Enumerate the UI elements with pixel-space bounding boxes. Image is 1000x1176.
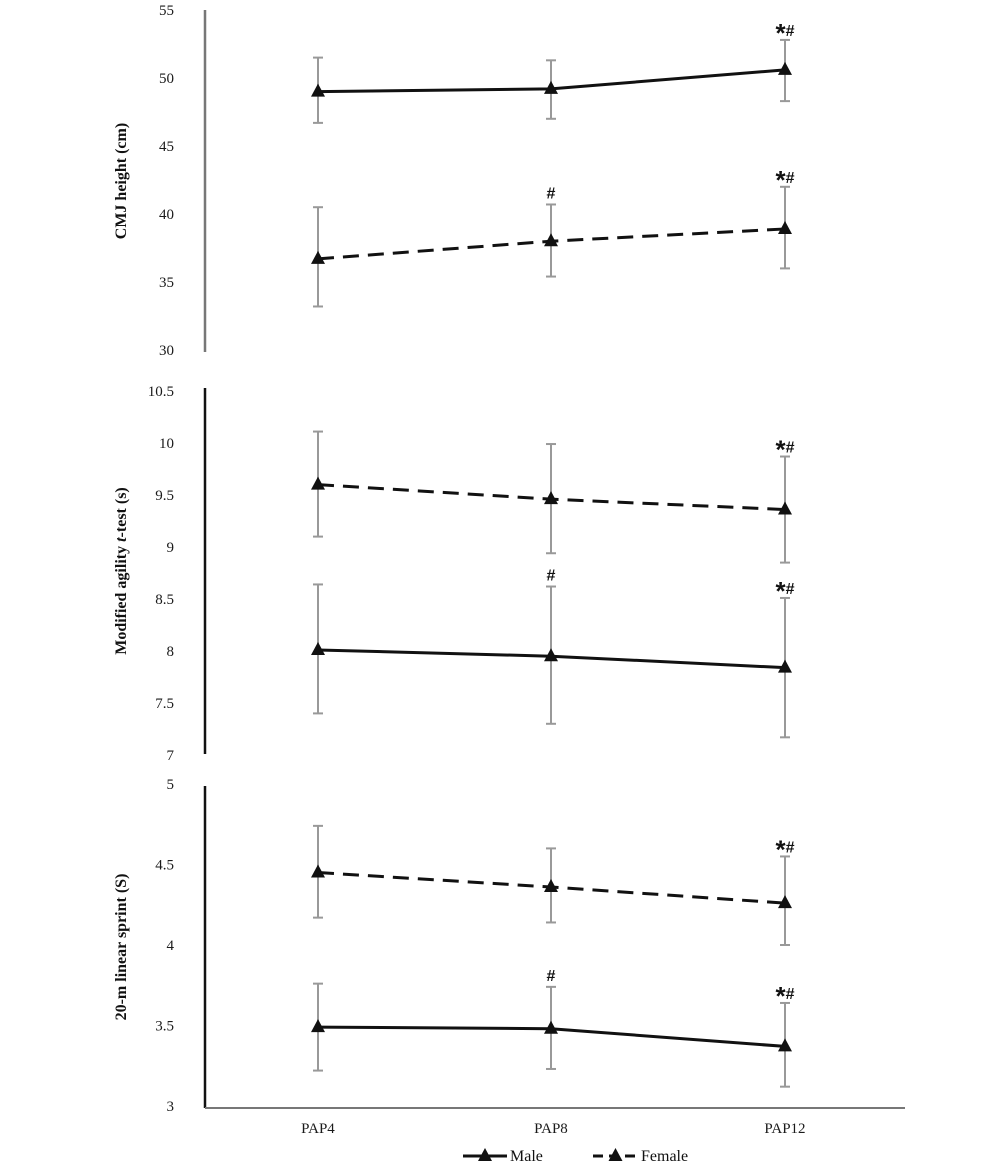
series-female: *# xyxy=(311,430,795,564)
significance-mark: *# xyxy=(775,18,794,48)
significance-mark: # xyxy=(547,568,556,585)
data-point-marker xyxy=(544,491,558,505)
legend-marker-female xyxy=(608,1148,623,1161)
y-tick-label: 10.5 xyxy=(148,384,174,400)
significance-hash: # xyxy=(786,170,795,187)
significance-hash: # xyxy=(786,581,795,598)
legend-label-male: Male xyxy=(510,1148,543,1165)
y-tick-label: 9 xyxy=(167,540,175,556)
significance-hash: # xyxy=(786,839,795,856)
y-tick-label: 4.5 xyxy=(155,858,174,874)
y-tick-label: 45 xyxy=(159,139,174,155)
y-tick-label: 8 xyxy=(167,644,175,660)
significance-hash: # xyxy=(786,440,795,457)
significance-star: * xyxy=(775,435,786,465)
y-axis-label: Modified agility t-test (s) xyxy=(113,487,130,655)
x-tick-label: PAP4 xyxy=(301,1121,335,1137)
y-tick-label: 5 xyxy=(167,777,175,793)
y-tick-label: 55 xyxy=(159,3,174,19)
data-point-marker xyxy=(311,1019,325,1033)
significance-star: * xyxy=(775,981,786,1011)
data-point-marker xyxy=(778,895,792,909)
legend-label-female: Female xyxy=(641,1148,688,1165)
data-point-marker xyxy=(778,659,792,673)
data-point-marker xyxy=(311,864,325,878)
y-axis-label-part: Modified agility xyxy=(113,542,130,655)
y-tick-label: 4 xyxy=(167,938,175,954)
x-tick-label: PAP8 xyxy=(534,1121,568,1137)
series-male: #*# xyxy=(311,968,795,1088)
y-tick-label: 3 xyxy=(167,1099,175,1115)
significance-mark: *# xyxy=(775,435,794,465)
y-tick-label: 7 xyxy=(167,748,175,764)
y-tick-label: 35 xyxy=(159,275,174,291)
series-female: # *# xyxy=(311,165,795,308)
series-male: *# xyxy=(311,18,795,124)
significance-star: * xyxy=(775,834,786,864)
data-point-marker xyxy=(311,476,325,490)
y-axis-label: 20-m linear sprint (S) xyxy=(113,874,130,1021)
y-tick-label: 30 xyxy=(159,343,174,359)
data-point-marker xyxy=(544,80,558,94)
data-point-marker xyxy=(544,879,558,893)
significance-mark: *# xyxy=(775,981,794,1011)
data-point-marker xyxy=(778,1038,792,1052)
data-point-marker xyxy=(778,501,792,515)
chart-panel-2: 7 7.5 8 8.5 9 9.5 10 10.5 Modified agility t-tes… xyxy=(113,384,795,764)
significance-hash: # xyxy=(786,23,795,40)
x-tick-label: PAP12 xyxy=(764,1121,805,1137)
significance-mark: *# xyxy=(775,834,794,864)
y-axis-label-part: t xyxy=(113,537,130,542)
data-point-marker xyxy=(311,641,325,655)
legend: Male Female xyxy=(463,1148,688,1165)
significance-mark: # xyxy=(547,968,556,985)
y-axis-label-part: -test (s) xyxy=(113,487,130,537)
significance-hash: # xyxy=(786,986,795,1003)
significance-star: * xyxy=(775,18,786,48)
legend-marker-male xyxy=(478,1148,492,1161)
data-point-marker xyxy=(778,220,792,234)
significance-star: * xyxy=(775,576,786,606)
data-point-marker xyxy=(544,648,558,662)
data-point-marker xyxy=(778,61,792,75)
y-axis-label: CMJ height (cm) xyxy=(113,123,130,239)
y-tick-label: 3.5 xyxy=(155,1019,174,1035)
y-tick-label: 50 xyxy=(159,71,174,87)
y-tick-label: 9.5 xyxy=(155,488,174,504)
category-axis-labels: PAP4 PAP8 PAP12 xyxy=(301,1121,805,1137)
significance-mark: # xyxy=(547,185,556,202)
y-tick-label: 10 xyxy=(159,436,174,452)
series-male: #*# xyxy=(311,568,795,739)
y-tick-label: 7.5 xyxy=(155,696,174,712)
significance-mark: *# xyxy=(775,576,794,606)
significance-mark: *# xyxy=(775,165,794,195)
data-point-marker xyxy=(311,250,325,264)
significance-star: * xyxy=(775,165,786,195)
y-tick-label: 8.5 xyxy=(155,592,174,608)
data-point-marker xyxy=(544,233,558,247)
data-point-marker xyxy=(311,83,325,97)
y-tick-label: 40 xyxy=(159,207,174,223)
data-point-marker xyxy=(544,1020,558,1034)
series-female: *# xyxy=(311,824,795,946)
